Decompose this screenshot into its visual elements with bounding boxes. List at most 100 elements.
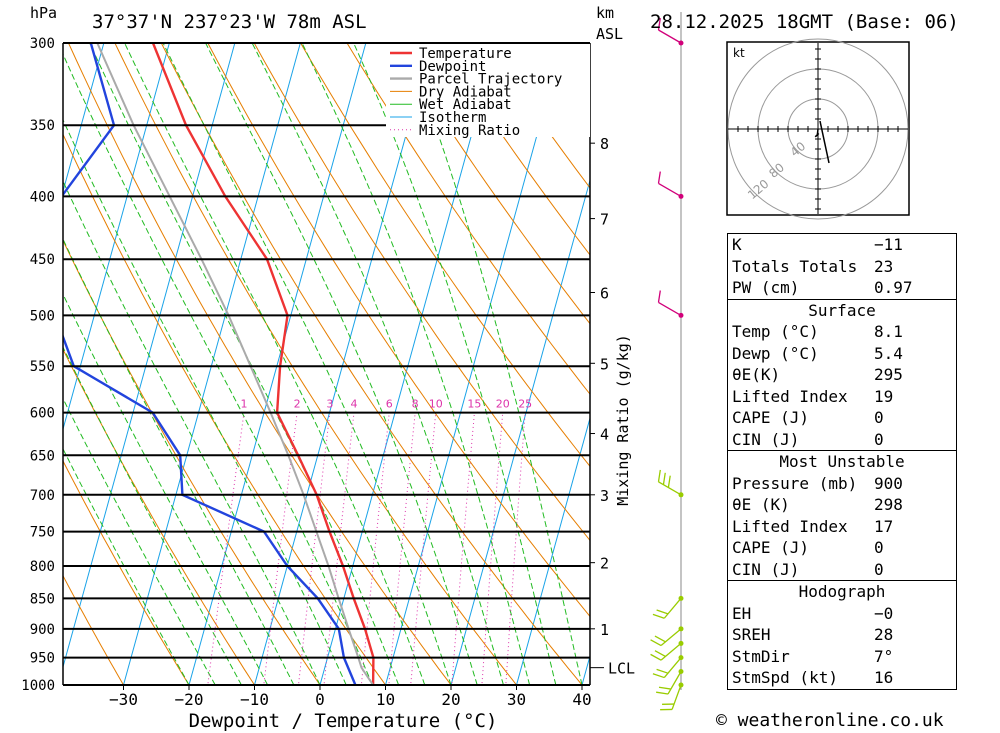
wind-barb-shaft [663, 657, 682, 678]
wind-barb-flag [654, 650, 666, 658]
mixing-ratio-line [481, 412, 504, 685]
mixing-ratio-label: 8 [412, 398, 419, 411]
legend-entry: Dewpoint [419, 59, 486, 75]
stat-row: θE (K) 298 [728, 494, 956, 516]
wet-adiabat-line [63, 293, 269, 685]
wind-barb-shaft [658, 182, 682, 197]
stat-value: 17 [874, 516, 894, 536]
legend-entry: Isotherm [419, 110, 486, 126]
stat-row: Pressure (mb) 900 [728, 473, 956, 495]
x-tick-label: −30 [109, 690, 138, 709]
stat-row: θE(K) 295 [728, 364, 956, 386]
wet-adiabat-line [63, 397, 216, 685]
stat-value: 16 [874, 668, 894, 687]
wind-barb-flag [657, 469, 661, 482]
wind-barb-flag [652, 613, 665, 619]
stat-value: 23 [874, 256, 894, 276]
pressure-tick-label: 850 [30, 591, 55, 607]
stat-row: Lifted Index 17 [728, 516, 956, 538]
dry-adiabat-line [346, 43, 590, 395]
stat-row: Temp (°C) 8.1 [728, 321, 956, 343]
isotherm-line [63, 43, 105, 194]
mixing-ratio-label: 4 [351, 398, 358, 411]
mixing-ratio-line [263, 412, 298, 685]
most-unstable-section: Most Unstable Pressure (mb) 900 θE (K) 298… [728, 450, 956, 580]
stat-label: CAPE (J) [732, 408, 810, 427]
isotherm-line [63, 43, 236, 669]
dry-adiabat-line [392, 43, 590, 325]
x-tick-label: −10 [240, 690, 269, 709]
pressure-tick-label: 800 [30, 559, 55, 575]
wind-barb-shaft [658, 481, 682, 496]
stat-label: CAPE (J) [732, 538, 810, 557]
stat-value: 0 [874, 429, 884, 449]
mixing-ratio-label: 2 [294, 398, 301, 411]
dry-adiabat-line [439, 43, 590, 256]
profiles [63, 43, 375, 685]
wind-barb-shaft [663, 597, 682, 619]
wet-adiabat-line [63, 238, 295, 685]
pressure-tick-label: 600 [30, 406, 55, 422]
x-tick-label: 30 [507, 690, 526, 709]
stat-row: Lifted Index 19 [728, 386, 956, 408]
pressure-tick-label: 400 [30, 189, 55, 205]
hodograph-trace [814, 128, 820, 138]
hodograph-unit-label: kt [733, 46, 745, 60]
wind-barb-flag [667, 475, 671, 488]
stat-row: StmDir 7° [728, 646, 956, 668]
stat-label: StmDir [732, 646, 790, 666]
stat-label: SREH [732, 625, 771, 644]
stat-value: 7° [874, 646, 894, 666]
dry-adiabat-line [63, 133, 387, 685]
wind-barb-shaft [671, 684, 682, 710]
stat-row-k: K −11 [728, 234, 956, 256]
wet-adiabat-line [63, 118, 347, 685]
mixing-ratio-label: 10 [429, 398, 443, 411]
wind-barb-shaft [660, 642, 682, 661]
wet-adiabat-line [403, 43, 583, 685]
legend-entry: Dry Adiabat [419, 84, 512, 100]
stat-label: Pressure (mb) [732, 473, 858, 493]
section-title: Hodograph [798, 582, 886, 601]
wind-barb-shaft [660, 628, 682, 647]
legend-box [386, 44, 590, 137]
wind-barb-shaft [658, 301, 682, 316]
mixing-ratio-line [360, 412, 390, 685]
credit-link[interactable]: © weatheronline.co.uk [716, 710, 944, 731]
pressure-tick-label: 500 [30, 308, 55, 324]
stat-label: CIN (J) [732, 429, 800, 449]
wind-barb-flag [656, 668, 669, 674]
stat-label: Lifted Index [732, 516, 848, 536]
wet-adiabat-line [63, 53, 373, 685]
stat-label: CIN (J) [732, 559, 800, 579]
isotherm-line [122, 43, 301, 685]
mixing-ratio-line [323, 412, 355, 685]
height-km-label: 3 [600, 487, 609, 505]
mixing-ratio-line [410, 412, 437, 685]
wet-adiabat-line [353, 43, 557, 685]
x-tick-label: 10 [376, 690, 395, 709]
pressure-tick-label: 700 [30, 488, 55, 504]
stat-label: Temp (°C) [732, 322, 819, 341]
lcl-label: LCL [608, 660, 635, 678]
stat-row: Dewp (°C) 5.4 [728, 343, 956, 365]
pressure-tick-label: 550 [30, 359, 55, 375]
legend-entry: Temperature [419, 46, 512, 62]
stat-label: θE (K) [732, 495, 790, 514]
mixing-ratio-label: 25 [518, 398, 532, 411]
stat-row: SREH 28 [728, 624, 956, 646]
pressure-tick-label: 300 [30, 36, 55, 52]
x-tick-label: 40 [572, 690, 591, 709]
wind-barb-flag [657, 290, 661, 303]
height-km-label: 7 [600, 211, 609, 229]
x-tick-label: 0 [315, 690, 325, 709]
hodograph-storm-vector [819, 120, 830, 164]
stat-label: K [732, 235, 742, 254]
stat-row-totals: Totals Totals 23 [728, 256, 956, 278]
stat-row: EH −0 [728, 603, 956, 625]
wet-adiabat-line [63, 180, 321, 685]
x-tick-label: −20 [175, 690, 204, 709]
pressure-tick-label: 450 [30, 252, 55, 268]
stat-row: StmSpd (kt) 16 [728, 667, 956, 689]
